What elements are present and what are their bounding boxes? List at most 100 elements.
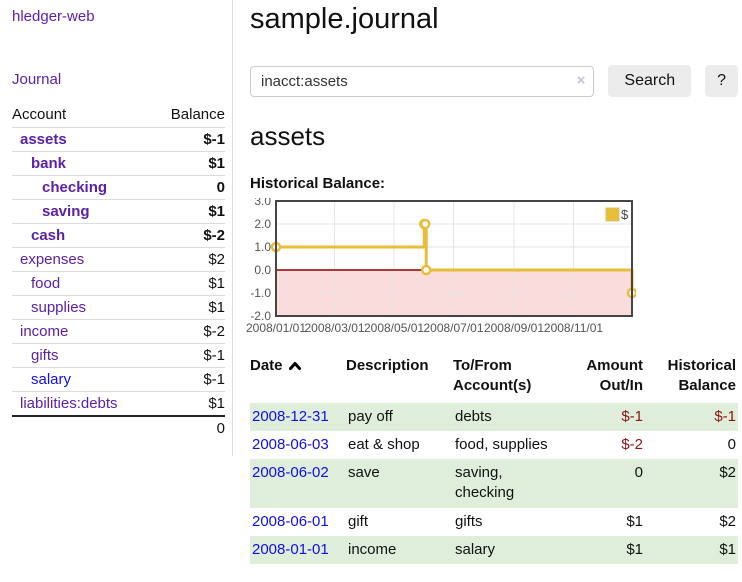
account-row: salary $-1 — [12, 367, 225, 392]
svg-text:2.0: 2.0 — [254, 217, 271, 231]
transaction-accounts: saving, checking — [455, 464, 515, 502]
account-link-supplies[interactable]: supplies — [31, 299, 87, 316]
transaction-accounts: food, supplies — [455, 435, 548, 453]
account-row: bank $1 — [12, 151, 225, 176]
transaction-balance: 0 — [727, 435, 736, 453]
account-row: liabilities:debts $1 — [12, 391, 225, 416]
transaction-row: 2008-01-01 income salary $1 $1 — [250, 535, 738, 564]
search-input[interactable] — [250, 65, 595, 97]
help-button[interactable]: ? — [705, 65, 738, 97]
transaction-description: save — [348, 464, 380, 481]
transaction-description: gift — [348, 512, 369, 530]
svg-text:3.0: 3.0 — [254, 198, 271, 208]
header-accounts: To/From Account(s) — [453, 357, 532, 395]
account-row: saving $1 — [12, 199, 225, 224]
account-link-gifts[interactable]: gifts — [31, 347, 59, 364]
transaction-amount: $-2 — [621, 435, 643, 453]
account-heading: assets — [250, 121, 326, 151]
transaction-row: 2008-06-02 save saving, checking 0 $2 — [250, 459, 738, 508]
clear-search-icon[interactable]: × — [576, 71, 586, 89]
account-link-assets[interactable]: assets — [20, 131, 67, 148]
account-link-liabilities-debts[interactable]: liabilities:debts — [20, 395, 118, 412]
sort-ascending-icon — [288, 357, 302, 377]
account-row: gifts $-1 — [12, 343, 225, 368]
header-amount: Amount Out/In — [586, 357, 643, 395]
account-link-salary[interactable]: salary — [31, 371, 72, 388]
account-link-checking[interactable]: checking — [42, 179, 108, 196]
account-balance: $-2 — [152, 223, 225, 248]
account-link-expenses[interactable]: expenses — [20, 251, 85, 268]
account-balance: $1 — [152, 271, 225, 296]
account-balance: $1 — [152, 199, 225, 224]
transaction-description: eat & shop — [348, 435, 420, 453]
accounts-header-account: Account — [12, 106, 67, 123]
svg-text:2008/05/01: 2008/05/01 — [364, 321, 424, 335]
accounts-total-row: 0 — [12, 415, 225, 440]
transaction-balance: $2 — [719, 464, 736, 481]
svg-text:1.0: 1.0 — [254, 240, 271, 254]
account-balance: $-1 — [152, 367, 225, 392]
account-row: expenses $2 — [12, 247, 225, 272]
account-row: income $-2 — [12, 319, 225, 344]
header-balance: Historical Balance — [667, 357, 736, 395]
account-link-cash[interactable]: cash — [31, 227, 66, 244]
transaction-accounts: salary — [455, 540, 496, 558]
historical-balance-chart: $3.0 2.0 1.0 0.0 -1.0 -2.0 2008/01/01 2008/03/0… — [244, 194, 738, 338]
transaction-date-link[interactable]: 2008-06-02 — [252, 464, 329, 481]
page-title: sample.journal — [250, 3, 439, 35]
header-date-label: Date — [250, 357, 283, 374]
svg-text:2008/01/01: 2008/01/01 — [246, 321, 306, 335]
app-brand-link[interactable]: hledger-web — [12, 8, 95, 25]
sidebar-item-journal[interactable]: Journal — [12, 71, 62, 88]
svg-text:2008/09/01: 2008/09/01 — [484, 321, 544, 335]
transaction-amount: 0 — [634, 464, 643, 481]
transaction-row: 2008-12-31 pay off debts $-1 $-1 — [250, 402, 738, 431]
account-link-food[interactable]: food — [31, 275, 61, 292]
transaction-amount: $1 — [626, 540, 643, 558]
accounts-header-balance: Balance — [170, 106, 225, 123]
header-date[interactable]: Date — [250, 354, 346, 403]
account-balance: $-1 — [152, 343, 225, 368]
account-balance: $1 — [152, 295, 225, 320]
account-row: supplies $1 — [12, 295, 225, 320]
transaction-row: 2008-06-01 gift gifts $1 $2 — [250, 508, 738, 536]
accounts-total-value: 0 — [152, 415, 225, 440]
svg-text:2008/07/01: 2008/07/01 — [423, 321, 483, 335]
account-balance: $-2 — [152, 319, 225, 344]
transaction-amount: $1 — [626, 512, 643, 530]
accounts-table-header: Account Balance — [12, 103, 225, 128]
account-link-bank[interactable]: bank — [31, 155, 67, 172]
transaction-date-link[interactable]: 2008-06-03 — [252, 435, 329, 453]
transaction-accounts: debts — [455, 407, 492, 425]
transaction-date-link[interactable]: 2008-01-01 — [252, 540, 329, 558]
search-button[interactable]: Search — [608, 65, 692, 97]
account-row: checking 0 — [12, 175, 225, 200]
account-link-income[interactable]: income — [20, 323, 69, 340]
transaction-balance: $1 — [719, 540, 736, 558]
header-description: Description — [346, 357, 429, 374]
main-content: sample.journal × Search ? assets Histori… — [246, 0, 738, 564]
transactions-header-row: Date Description To/From Account(s) Amou… — [250, 354, 738, 403]
account-row: cash $-2 — [12, 223, 225, 248]
svg-text:-2.0: -2.0 — [250, 309, 271, 323]
search-form: × Search ? — [250, 65, 738, 97]
svg-text:$: $ — [621, 207, 629, 222]
transaction-description: income — [348, 540, 397, 558]
transaction-row: 2008-06-03 eat & shop food, supplies $-2… — [250, 431, 738, 459]
svg-text:2008/11/01: 2008/11/01 — [544, 321, 603, 335]
svg-text:-1.0: -1.0 — [250, 286, 271, 300]
transaction-balance: $2 — [719, 512, 736, 530]
svg-text:0.0: 0.0 — [254, 263, 271, 277]
svg-text:2008/03/01: 2008/03/01 — [304, 321, 364, 335]
transaction-balance: $-1 — [714, 407, 736, 425]
transactions-table: Date Description To/From Account(s) Amou… — [250, 354, 738, 564]
transaction-date-link[interactable]: 2008-12-31 — [252, 407, 329, 425]
transaction-date-link[interactable]: 2008-06-01 — [252, 512, 329, 530]
account-balance: $-1 — [152, 127, 225, 152]
account-link-saving[interactable]: saving — [42, 203, 90, 220]
account-balance: 0 — [152, 175, 225, 200]
transaction-accounts: gifts — [455, 512, 483, 530]
historical-balance-label: Historical Balance: — [250, 175, 386, 192]
sidebar: hledger-web Journal Account Balance asse… — [0, 0, 233, 456]
accounts-table: Account Balance assets $-1 bank $1 check… — [12, 103, 225, 440]
